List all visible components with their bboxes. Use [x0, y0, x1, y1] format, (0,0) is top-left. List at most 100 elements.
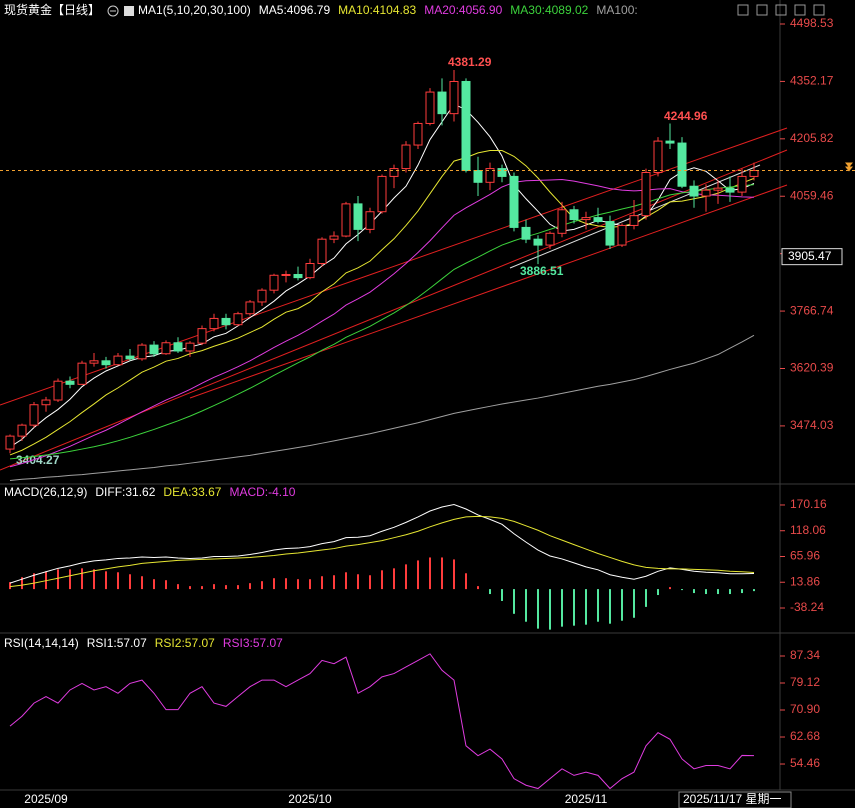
icon[interactable]	[756, 4, 768, 16]
macd-bar	[477, 586, 479, 590]
y-tick-label: 4059.46	[790, 188, 834, 202]
candle-body	[5, 435, 15, 450]
macd-bar	[369, 575, 371, 590]
indicator-label: MA1(5,10,20,30,100)	[138, 3, 251, 17]
rsi-line	[9, 653, 755, 790]
macd-bar	[453, 559, 455, 590]
candle-body	[725, 187, 735, 193]
macd-bar	[297, 579, 299, 590]
candle-body	[437, 91, 447, 115]
legend-entry: MA5:4096.79	[259, 3, 331, 17]
y-tick-label: 70.90	[790, 702, 820, 716]
macd-bar	[273, 578, 275, 590]
trend-line	[189, 184, 788, 399]
macd-bar	[741, 589, 743, 594]
candle-body	[149, 344, 159, 355]
candle-body	[125, 355, 135, 360]
candle-body	[317, 238, 327, 265]
macd-bar	[201, 586, 203, 590]
candle-body	[77, 362, 87, 385]
candle-body	[17, 424, 27, 437]
candle-body	[653, 140, 663, 173]
macd-bar	[321, 576, 323, 590]
y-tick-label: 65.96	[790, 549, 820, 563]
legend-entry: DEA:33.67	[163, 485, 221, 499]
ma-line	[9, 179, 755, 468]
y-tick-label: 4205.82	[790, 131, 834, 145]
candle-body	[341, 203, 351, 237]
candle-body	[617, 224, 627, 246]
macd-bar	[573, 589, 575, 626]
candle-body	[173, 342, 183, 352]
crosshair-price: 3905.47	[788, 249, 832, 263]
candle-body	[41, 399, 51, 406]
candle-body	[353, 203, 363, 230]
macd-bar	[609, 589, 611, 624]
macd-bar	[165, 580, 167, 590]
candle-body	[29, 404, 39, 426]
candle-body	[209, 317, 219, 330]
x-tick-label: 2025/10	[288, 792, 332, 806]
candle-body	[161, 342, 171, 355]
macd-bar	[657, 589, 659, 596]
toolbar-icons	[737, 4, 825, 16]
macd-bar	[237, 585, 239, 590]
candle-body	[533, 238, 543, 246]
y-tick-label: 62.68	[790, 729, 820, 743]
y-tick-label: 3620.39	[790, 361, 834, 375]
macd-bar	[309, 579, 311, 590]
macd-bar	[33, 573, 35, 590]
macd-bar	[189, 586, 191, 590]
candle-body	[557, 209, 567, 234]
macd-bar	[129, 574, 131, 590]
candle-body	[137, 344, 147, 360]
candle-body	[377, 175, 387, 213]
candle-body	[665, 140, 675, 144]
candle-body	[497, 168, 507, 177]
candle-body	[329, 235, 339, 240]
candle-body	[425, 91, 435, 124]
legend-entry: RSI1:57.07	[87, 636, 147, 650]
icon[interactable]	[794, 4, 806, 16]
macd-bar	[93, 569, 95, 590]
legend-entry: MA100:	[596, 3, 637, 17]
panel-title: RSI(14,14,14)	[4, 636, 79, 650]
icon[interactable]	[775, 4, 787, 16]
high-annotation: 4381.29	[448, 55, 492, 69]
macd-bar	[681, 589, 683, 591]
high-annotation: 4244.96	[664, 109, 708, 123]
candle-body	[605, 221, 615, 246]
candle-body	[593, 217, 603, 223]
x-tick-label: 2025/11	[565, 792, 608, 806]
y-tick-label: 79.12	[790, 675, 820, 689]
y-tick-label: 13.86	[790, 574, 820, 588]
macd-bar	[465, 573, 467, 590]
macd-bar	[357, 574, 359, 590]
candle-body	[53, 380, 63, 401]
macd-bar	[429, 557, 431, 590]
macd-bar	[117, 572, 119, 590]
legend-entry: MACD:-4.10	[229, 485, 295, 499]
icon[interactable]	[124, 6, 135, 16]
macd-bar	[729, 589, 731, 595]
icon[interactable]	[737, 4, 749, 16]
macd-bar	[489, 589, 491, 595]
macd-bar	[21, 577, 23, 590]
macd-bar	[417, 560, 419, 590]
macd-bar	[561, 589, 563, 627]
candle-body	[257, 289, 267, 303]
macd-bar	[717, 589, 719, 595]
macd-bar	[597, 589, 599, 622]
ma-line	[9, 184, 755, 460]
candle-body	[233, 313, 243, 326]
candle-body	[449, 80, 459, 115]
macd-bar	[393, 568, 395, 590]
macd-bar	[153, 579, 155, 590]
y-tick-label: 118.06	[790, 523, 826, 537]
icon[interactable]	[813, 4, 825, 16]
candle-body	[629, 215, 639, 226]
macd-bar	[177, 584, 179, 590]
candle-body	[701, 189, 711, 197]
